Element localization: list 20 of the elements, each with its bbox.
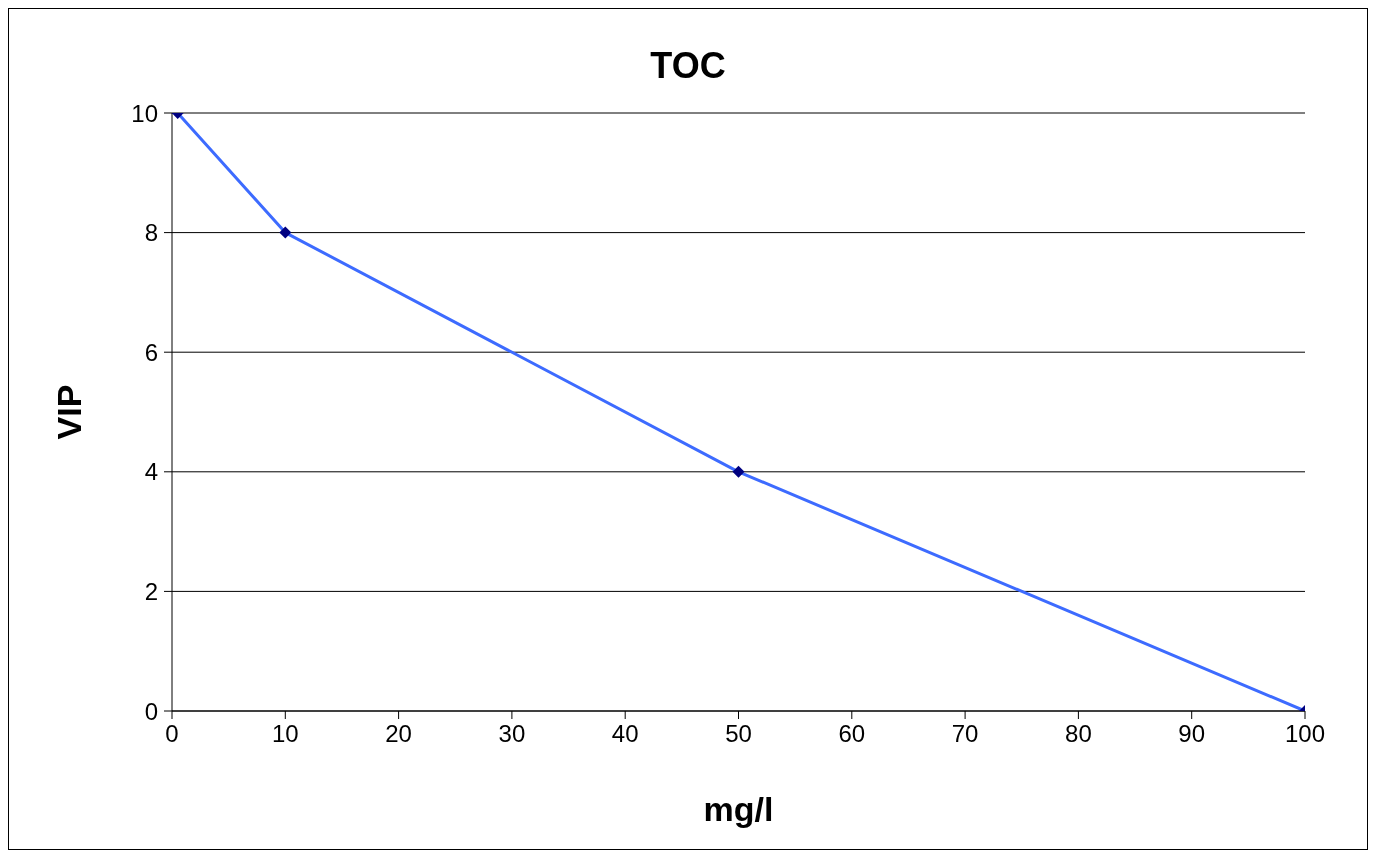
x-tick-label: 10 bbox=[271, 720, 299, 748]
x-tick-label: 30 bbox=[498, 720, 526, 748]
x-tick-label: 100 bbox=[1284, 720, 1326, 748]
chart-title: TOC bbox=[649, 45, 727, 87]
y-tick-label: 2 bbox=[144, 577, 158, 605]
x-tick-label: 80 bbox=[1065, 720, 1092, 748]
y-tick-label: 0 bbox=[144, 697, 158, 725]
x-axis-title: mg/l bbox=[703, 790, 774, 828]
x-tick-label: 50 bbox=[725, 720, 752, 748]
x-tick-label: 90 bbox=[1178, 720, 1206, 748]
x-tick-label: 60 bbox=[838, 720, 866, 748]
y-axis-title: VIP bbox=[50, 384, 89, 440]
y-tick-label: 4 bbox=[144, 458, 158, 486]
x-tick-label: 20 bbox=[385, 720, 412, 748]
x-tick-label: 40 bbox=[611, 720, 639, 748]
y-tick-label: 6 bbox=[144, 338, 158, 366]
x-tick-label: 0 bbox=[165, 720, 179, 748]
x-tick-label: 70 bbox=[951, 720, 979, 748]
y-tick-label: 10 bbox=[131, 99, 158, 127]
y-tick-label: 8 bbox=[144, 219, 158, 247]
